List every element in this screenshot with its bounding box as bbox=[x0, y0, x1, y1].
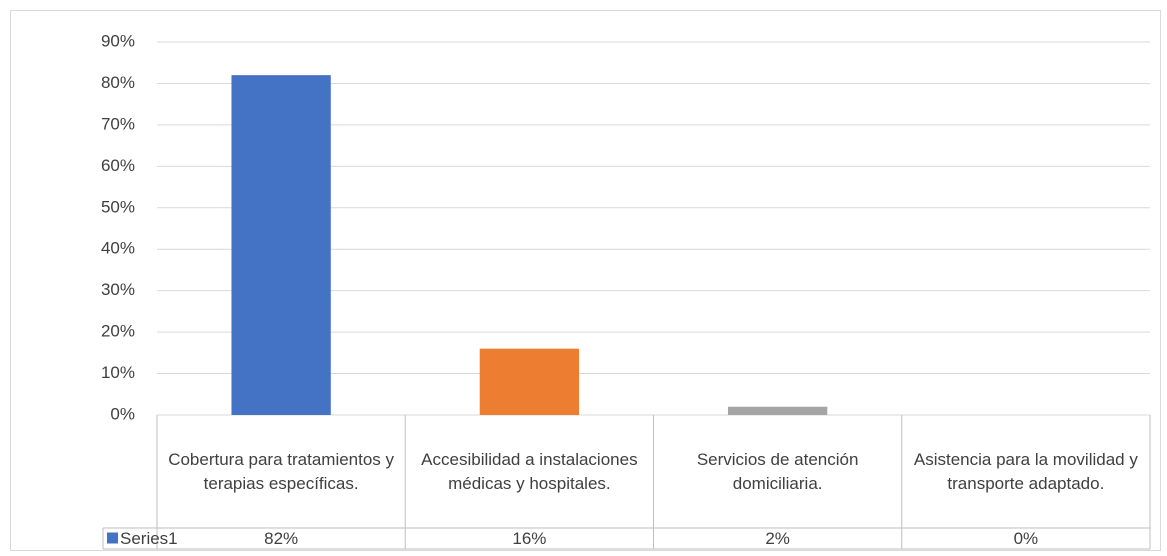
data-table-value: 0% bbox=[1014, 529, 1039, 548]
x-tick-label: Accesibilidad a instalaciones médicas y … bbox=[421, 449, 638, 493]
y-tick-label: 10% bbox=[101, 363, 135, 382]
y-tick-label: 70% bbox=[101, 114, 135, 133]
y-tick-label: 90% bbox=[101, 31, 135, 50]
x-tick-label-box: Servicios de atención domiciliaria. bbox=[696, 449, 859, 493]
legend-label: Series1 bbox=[120, 529, 178, 548]
legend-key bbox=[107, 532, 118, 544]
data-table-value: 2% bbox=[765, 529, 790, 548]
y-tick-label: 40% bbox=[101, 239, 135, 258]
x-tick-label-box: Cobertura para tratamientos y terapias e… bbox=[168, 449, 395, 493]
y-tick-label: 50% bbox=[101, 197, 135, 216]
x-tick-label: Asistencia para la movilidad y transport… bbox=[913, 449, 1138, 493]
x-tick-label-box: Asistencia para la movilidad y transport… bbox=[913, 449, 1138, 493]
data-table-value: 16% bbox=[512, 529, 546, 548]
data-table-value: 82% bbox=[264, 529, 298, 548]
y-tick-label: 60% bbox=[101, 156, 135, 175]
x-tick-label: Cobertura para tratamientos y terapias e… bbox=[168, 449, 395, 493]
y-tick-label: 80% bbox=[101, 73, 135, 92]
y-tick-label: 30% bbox=[101, 280, 135, 299]
bar bbox=[727, 406, 828, 415]
x-tick-label: Servicios de atención domiciliaria. bbox=[696, 449, 859, 493]
y-tick-label: 20% bbox=[101, 322, 135, 341]
y-tick-label: 0% bbox=[110, 404, 135, 423]
bar bbox=[479, 348, 580, 415]
chart-frame bbox=[10, 10, 1161, 551]
bar bbox=[231, 75, 331, 416]
x-tick-label-box: Accesibilidad a instalaciones médicas y … bbox=[421, 449, 638, 493]
